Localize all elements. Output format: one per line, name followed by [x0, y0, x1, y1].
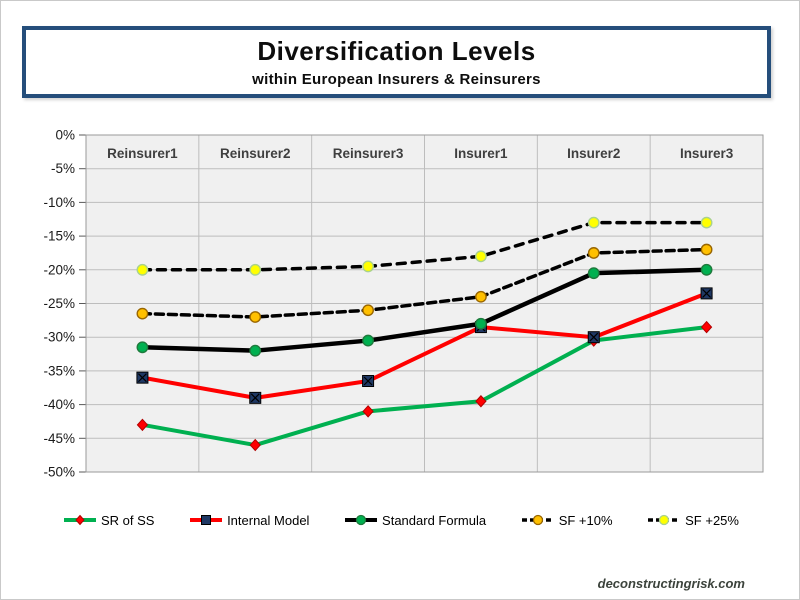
legend-item-sf-10: SF +10%: [521, 512, 613, 528]
page-title: Diversification Levels: [257, 36, 536, 66]
marker-x-stroke: [589, 332, 599, 342]
series-sr-of-ss-line: [140, 325, 709, 448]
legend-label-internal-model: Internal Model: [227, 512, 310, 528]
series-internal-model-marker: [249, 391, 262, 404]
series-sr-of-ss-marker: [700, 320, 713, 334]
y-tick-label: -45%: [43, 431, 75, 446]
category-label: Reinsurer3: [333, 146, 404, 161]
category-label: Reinsurer2: [220, 146, 291, 161]
legend-label-sr-of-ss: SR of SS: [101, 512, 155, 528]
y-tick-label: -40%: [43, 397, 75, 412]
series-standard-formula-marker: [700, 263, 713, 276]
series-sf-25-marker: [700, 216, 713, 229]
series-standard-formula-marker: [587, 267, 600, 280]
series-sf-25-marker: [587, 216, 600, 229]
y-tick-label: -35%: [43, 363, 75, 378]
legend-sample-internal-model: [190, 515, 223, 525]
marker-x-stroke: [137, 373, 147, 383]
y-tick-label: -25%: [43, 296, 75, 311]
series-internal-model-line: [140, 291, 709, 400]
y-tick-label: -15%: [43, 229, 75, 244]
legend-marker-diamond: [75, 514, 85, 526]
legend-marker-circle: [658, 514, 670, 526]
category-label: Insurer2: [567, 146, 620, 161]
chart-legend: SR of SS Internal Model Standard Formula SF…: [1, 512, 799, 528]
legend-label-standard-formula: Standard Formula: [382, 512, 487, 528]
plot-frame: [85, 134, 764, 473]
series-standard-formula: [136, 263, 713, 357]
series-sf-25-line: [140, 220, 709, 272]
series-sf-10-marker: [362, 304, 374, 317]
series-sf-25-marker: [136, 263, 149, 276]
y-tick-label: -10%: [43, 195, 75, 210]
series-sf-25-marker: [475, 250, 487, 263]
series-sr-of-ss-marker: [362, 405, 374, 418]
marker-x-stroke: [363, 376, 373, 386]
series-sf-25-marker: [249, 263, 262, 276]
category-label: Reinsurer1: [107, 146, 178, 161]
legend-label-sf-10: SF +10%: [558, 512, 613, 528]
category-label: Insurer3: [680, 146, 734, 161]
series-sf-10: [136, 243, 713, 323]
chart-title-box: Diversification Levels within European I…: [22, 26, 771, 98]
legend-marker-circle: [355, 514, 367, 526]
legend-marker: [658, 514, 670, 526]
series-sf-25-marker: [362, 260, 374, 273]
series-standard-formula-line: [140, 267, 709, 353]
legend-marker: [532, 514, 543, 526]
y-tick-label: 0%: [55, 128, 75, 143]
legend-marker: [201, 515, 212, 525]
legend-sample-sr-of-ss: [64, 514, 96, 526]
y-tick-label: -50%: [43, 465, 75, 480]
legend-marker: [355, 514, 367, 526]
series-standard-formula-marker: [136, 341, 149, 354]
legend-item-sr-of-ss: SR of SS: [63, 512, 154, 528]
legend-item-sf-25: SF +25%: [647, 512, 739, 528]
marker-x-stroke: [250, 393, 260, 403]
series-sf-25: [136, 216, 713, 276]
series-sf-10-marker: [249, 311, 262, 323]
series-standard-formula-marker: [249, 344, 262, 357]
marker-x-stroke: [702, 288, 712, 298]
series-standard-formula-marker: [362, 334, 374, 347]
legend-marker-square: [201, 515, 212, 525]
series-sf-10-marker: [136, 307, 149, 320]
legend-label-sf-25: SF +25%: [685, 512, 739, 528]
legend-item-internal-model: Internal Model: [189, 512, 309, 528]
series-sr-of-ss-marker: [475, 394, 487, 408]
legend-marker: [75, 514, 85, 526]
series-internal-model-marker: [700, 287, 713, 300]
legend-item-standard-formula: Standard Formula: [344, 512, 486, 528]
y-tick-label: -30%: [43, 330, 75, 345]
series-sr-of-ss-marker: [136, 418, 149, 432]
series-sf-10-marker: [475, 290, 487, 303]
legend-sample-sf-10: [521, 514, 554, 526]
series-sf-10-marker: [700, 243, 713, 256]
series-sf-10-marker: [587, 247, 600, 259]
watermark-text: deconstructingrisk.com: [597, 576, 745, 591]
series-standard-formula-marker: [475, 317, 487, 330]
legend-sample-standard-formula: [345, 514, 378, 526]
series-sr-of-ss-marker: [249, 438, 261, 452]
series-internal-model-marker: [136, 371, 149, 384]
series-internal-model-marker: [587, 331, 600, 344]
y-tick-label: -20%: [43, 262, 75, 277]
legend-sample-sf-25: [648, 514, 681, 526]
page-subtitle: within European Insurers & Reinsurers: [252, 71, 541, 88]
legend-marker-circle: [532, 514, 543, 526]
y-tick-label: -5%: [51, 161, 75, 176]
series-sf-10-line: [140, 247, 709, 319]
category-label: Insurer1: [454, 146, 508, 161]
series-internal-model-marker: [362, 375, 375, 388]
